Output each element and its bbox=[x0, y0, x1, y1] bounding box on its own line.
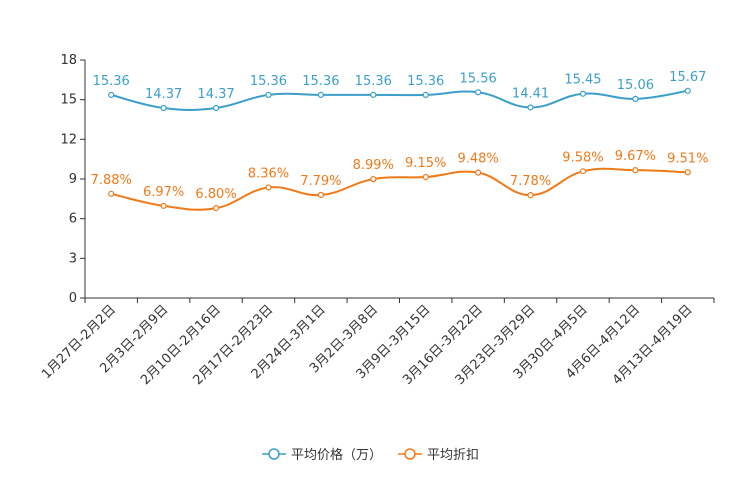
y-tick-label: 0 bbox=[69, 291, 77, 306]
data-point[interactable] bbox=[370, 91, 377, 99]
y-tick-label: 18 bbox=[60, 53, 77, 68]
data-label: 7.79% bbox=[300, 174, 341, 189]
data-label: 15.45 bbox=[564, 73, 601, 88]
legend-label: 平均价格（万） bbox=[291, 447, 382, 463]
data-point[interactable] bbox=[684, 87, 691, 94]
data-point[interactable] bbox=[632, 167, 639, 174]
data-label: 6.80% bbox=[195, 187, 236, 202]
data-point[interactable] bbox=[684, 169, 691, 176]
data-label: 15.06 bbox=[617, 78, 654, 93]
data-label: 14.37 bbox=[197, 87, 234, 102]
series-line bbox=[110, 167, 688, 211]
data-label: 8.99% bbox=[353, 158, 394, 173]
data-point[interactable] bbox=[265, 91, 272, 99]
data-point[interactable] bbox=[370, 176, 377, 183]
data-point[interactable] bbox=[475, 89, 482, 96]
data-point[interactable] bbox=[317, 191, 324, 199]
y-tick-label: 6 bbox=[69, 212, 77, 227]
data-point[interactable] bbox=[265, 184, 272, 191]
data-point[interactable] bbox=[317, 91, 324, 99]
data-label: 15.36 bbox=[250, 74, 287, 89]
series-layer: 15.36 14.37 14.37 15.36 15.36 15.36 15.36 15.56… bbox=[91, 70, 708, 212]
data-label: 9.67% bbox=[615, 149, 656, 164]
data-label: 8.36% bbox=[248, 166, 289, 181]
legend[interactable]: 平均价格（万） 平均折扣 bbox=[262, 447, 479, 463]
y-axis: 0 3 6 9 12 15 18 bbox=[60, 53, 86, 306]
data-point[interactable] bbox=[579, 90, 587, 97]
y-tick-label: 12 bbox=[60, 132, 77, 147]
data-label: 15.36 bbox=[93, 74, 130, 89]
data-label: 9.51% bbox=[667, 151, 708, 166]
data-label: 6.97% bbox=[143, 185, 184, 200]
y-tick-label: 9 bbox=[69, 172, 77, 187]
data-point[interactable] bbox=[160, 104, 167, 112]
data-point[interactable] bbox=[579, 168, 587, 175]
data-point[interactable] bbox=[422, 91, 429, 99]
data-point[interactable] bbox=[212, 204, 220, 212]
data-point[interactable] bbox=[160, 202, 167, 209]
data-point[interactable] bbox=[527, 104, 534, 111]
data-label: 9.15% bbox=[405, 156, 446, 171]
data-point[interactable] bbox=[422, 173, 429, 181]
legend-item-2[interactable]: 平均折扣 bbox=[398, 448, 479, 463]
series-1: 15.36 14.37 14.37 15.36 15.36 15.36 15.36 15.56… bbox=[93, 70, 706, 112]
data-label: 14.41 bbox=[512, 86, 549, 101]
x-axis: 1月27日-2月2日2月3日-2月9日2月10日-2月16日2月17日-2月23… bbox=[39, 297, 715, 388]
legend-item-1[interactable]: 平均价格（万） bbox=[262, 447, 382, 463]
legend-circle-icon bbox=[404, 448, 416, 460]
data-label: 14.37 bbox=[145, 87, 182, 102]
data-label: 7.88% bbox=[91, 173, 132, 188]
data-point[interactable] bbox=[527, 192, 534, 199]
legend-circle-icon bbox=[268, 448, 280, 460]
legend-label: 平均折扣 bbox=[427, 448, 479, 463]
y-tick-label: 3 bbox=[69, 251, 77, 266]
data-label: 15.36 bbox=[355, 74, 392, 89]
data-point[interactable] bbox=[212, 104, 220, 112]
data-label: 15.36 bbox=[302, 74, 339, 89]
data-point[interactable] bbox=[108, 91, 115, 99]
series-line bbox=[110, 89, 688, 111]
data-label: 15.67 bbox=[669, 70, 706, 85]
data-label: 15.36 bbox=[407, 74, 444, 89]
y-tick-label: 15 bbox=[60, 93, 77, 108]
data-point[interactable] bbox=[108, 190, 115, 197]
data-point[interactable] bbox=[475, 169, 482, 176]
data-label: 15.56 bbox=[460, 71, 497, 86]
data-point[interactable] bbox=[632, 95, 639, 102]
data-label: 7.78% bbox=[510, 174, 551, 189]
series-2: 7.88% 6.97% 6.80% 8.36% 7.79% 8.99% 9.15% 9.48%… bbox=[91, 149, 708, 212]
data-label: 9.58% bbox=[562, 150, 603, 165]
data-label: 9.48% bbox=[457, 152, 498, 167]
